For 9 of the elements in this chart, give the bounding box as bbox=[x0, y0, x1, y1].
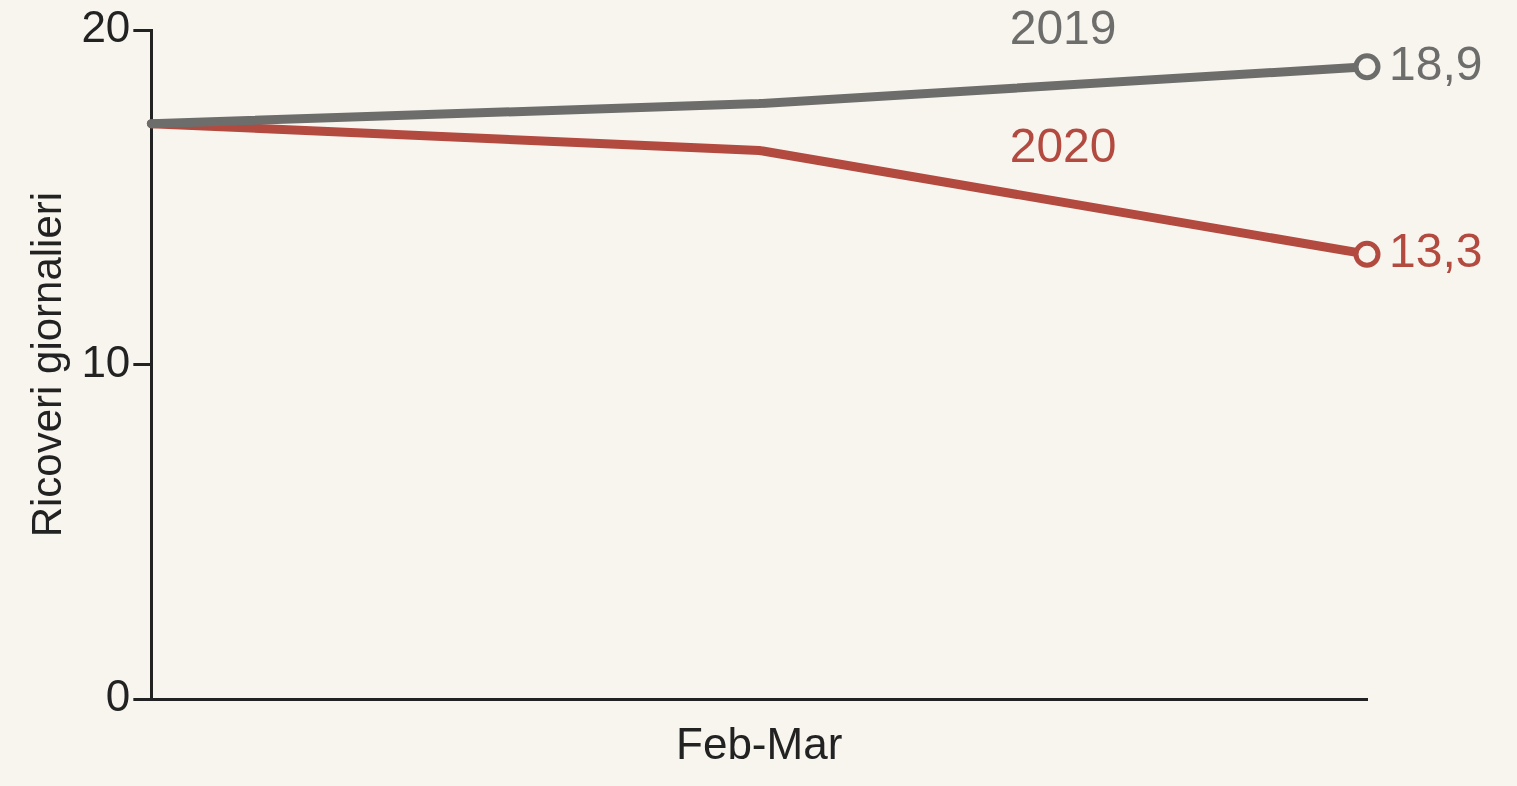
y-axis-title: Ricoveri giornalieri bbox=[22, 191, 70, 538]
y-tick-label: 20 bbox=[81, 2, 131, 52]
series-label: 2019 bbox=[1009, 1, 1117, 55]
y-tick-label: 10 bbox=[81, 336, 131, 386]
x-tick-label: Feb-Mar bbox=[676, 718, 843, 768]
data-label: 18,9 bbox=[1389, 37, 1483, 91]
y-tick-label: 0 bbox=[105, 671, 131, 721]
series-label: 2020 bbox=[1009, 118, 1117, 172]
data-label: 13,3 bbox=[1389, 224, 1483, 278]
